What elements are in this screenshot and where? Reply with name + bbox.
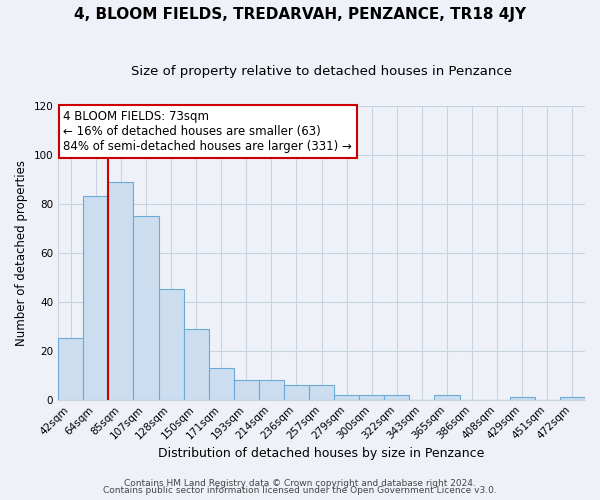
Bar	[184, 328, 209, 400]
Bar	[510, 398, 535, 400]
Bar	[234, 380, 259, 400]
Text: Contains HM Land Registry data © Crown copyright and database right 2024.: Contains HM Land Registry data © Crown c…	[124, 478, 476, 488]
Bar	[259, 380, 284, 400]
Bar	[385, 395, 409, 400]
Bar	[109, 182, 133, 400]
Y-axis label: Number of detached properties: Number of detached properties	[15, 160, 28, 346]
X-axis label: Distribution of detached houses by size in Penzance: Distribution of detached houses by size …	[158, 447, 485, 460]
Bar	[209, 368, 234, 400]
Bar	[309, 385, 334, 400]
Bar	[334, 395, 359, 400]
Text: Contains public sector information licensed under the Open Government Licence v3: Contains public sector information licen…	[103, 486, 497, 495]
Bar	[58, 338, 83, 400]
Bar	[284, 385, 309, 400]
Text: 4 BLOOM FIELDS: 73sqm
← 16% of detached houses are smaller (63)
84% of semi-deta: 4 BLOOM FIELDS: 73sqm ← 16% of detached …	[64, 110, 352, 153]
Bar	[560, 398, 585, 400]
Title: Size of property relative to detached houses in Penzance: Size of property relative to detached ho…	[131, 65, 512, 78]
Bar	[133, 216, 158, 400]
Bar	[158, 290, 184, 400]
Bar	[359, 395, 385, 400]
Text: 4, BLOOM FIELDS, TREDARVAH, PENZANCE, TR18 4JY: 4, BLOOM FIELDS, TREDARVAH, PENZANCE, TR…	[74, 8, 526, 22]
Bar	[434, 395, 460, 400]
Bar	[83, 196, 109, 400]
